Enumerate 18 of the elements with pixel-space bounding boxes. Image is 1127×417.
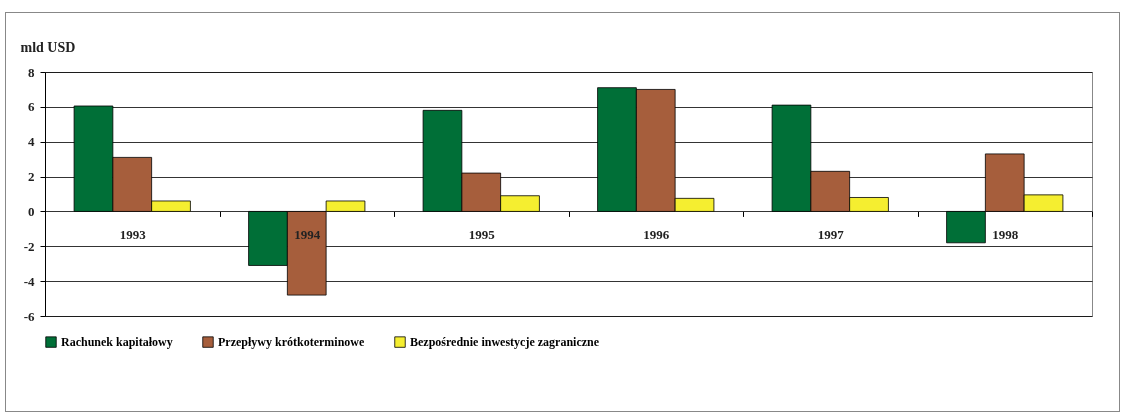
y-tick-label: -6 [23,308,35,324]
y-tick-label: -4 [23,273,35,289]
y-tick-label: 4 [28,134,35,150]
x-tick-label: 1997 [817,226,845,242]
y-tick-label: -2 [23,238,35,254]
x-tick-label: 1995 [468,226,496,242]
y-axis-title: mld USD [20,39,76,55]
x-tick-label: 1998 [992,226,1019,242]
legend-label: Przepływy krótkoterminowe [218,335,365,350]
x-tick-label: 1994 [294,226,321,242]
y-tick-label: 6 [28,99,35,115]
legend-label: Rachunek kapitałowy [61,335,173,350]
y-tick-label: 8 [28,64,35,80]
x-tick-label: 1993 [119,226,147,242]
y-tick-label: 2 [28,169,35,185]
y-tick-label: 0 [28,203,35,219]
x-tick-label: 1996 [643,226,670,242]
legend-label: Bezpośrednie inwestycje zagraniczne [410,335,600,350]
